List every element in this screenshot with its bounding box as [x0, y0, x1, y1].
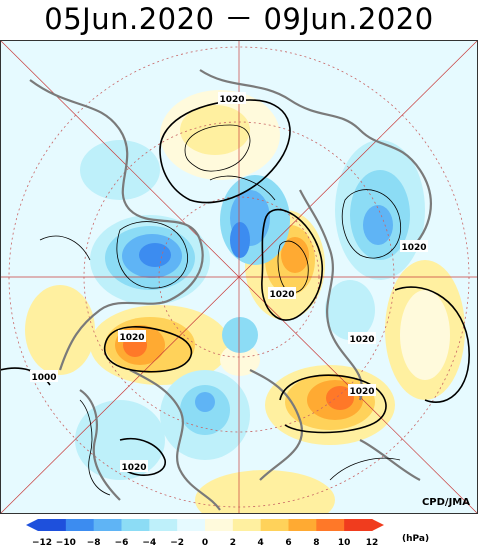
- colorbar-swatches: [26, 519, 384, 531]
- colorbar-tick-label: 8: [313, 538, 319, 548]
- colorbar-tick-label: −10: [56, 538, 76, 548]
- colorbar-tick-label: 12: [366, 538, 379, 548]
- colorbar-left-arrow: [26, 519, 38, 531]
- colorbar-tick-label: 10: [338, 538, 351, 548]
- colorbar-tick-label: −6: [115, 538, 129, 548]
- units-label: (hPa): [402, 534, 429, 544]
- anomaly-shading: [25, 90, 465, 530]
- colorbar-swatch: [93, 519, 122, 531]
- coastlines: [29, 69, 432, 511]
- contour-labels: 1020 1020 1020 1020 1020 1020 1020 1000: [30, 92, 428, 473]
- colorbar-swatch: [205, 519, 234, 531]
- colorbar-tick-label: −12: [32, 538, 52, 548]
- colorbar: −12 −10 −8 −6 −4 −2 0 2 4 6 8 10 12 (hPa): [0, 515, 478, 549]
- colorbar-tick-label: 4: [258, 538, 264, 548]
- colorbar-swatch: [316, 519, 345, 531]
- isobars: [0, 99, 470, 496]
- colorbar-swatch: [344, 519, 373, 531]
- colorbar-svg: −12 −10 −8 −6 −4 −2 0 2 4 6 8 10 12 (hPa): [26, 519, 429, 548]
- contour-label: 1020: [119, 333, 144, 343]
- colorbar-swatch: [260, 519, 289, 531]
- colorbar-swatch: [149, 519, 178, 531]
- meridians: [0, 39, 478, 515]
- colorbar-tick-label: −8: [87, 538, 101, 548]
- colorbar-swatch: [288, 519, 317, 531]
- contour-label: 1020: [349, 335, 374, 345]
- contour-label: 1020: [349, 387, 374, 397]
- contour-label: 1020: [121, 463, 146, 473]
- colorbar-swatch: [121, 519, 150, 531]
- contour-label: 1020: [269, 290, 294, 300]
- credit-label: CPD/JMA: [421, 497, 470, 508]
- contour-label: 1020: [219, 95, 244, 105]
- colorbar-tick-label: 0: [202, 538, 208, 548]
- colorbar-tick-label: −2: [170, 538, 184, 548]
- colorbar-tick-label: −4: [142, 538, 156, 548]
- colorbar-swatch: [177, 519, 206, 531]
- map-svg: 1020 1020 1020 1020 1020 1020 1020 1000: [0, 39, 478, 530]
- chart-title: 05Jun.2020 － 09Jun.2020: [44, 2, 434, 36]
- colorbar-ticks: −12 −10 −8 −6 −4 −2 0 2 4 6 8 10 12: [32, 538, 378, 548]
- map-panel: 1020 1020 1020 1020 1020 1020 1020 1000: [0, 39, 478, 530]
- colorbar-right-arrow: [372, 519, 384, 531]
- colorbar-swatch: [65, 519, 95, 531]
- colorbar-tick-label: 6: [285, 538, 291, 548]
- colorbar-tick-label: 2: [230, 538, 236, 548]
- contour-label: 1000: [31, 373, 56, 383]
- contour-label: 1020: [401, 243, 426, 253]
- colorbar-swatch: [38, 519, 67, 531]
- colorbar-swatch: [232, 519, 262, 531]
